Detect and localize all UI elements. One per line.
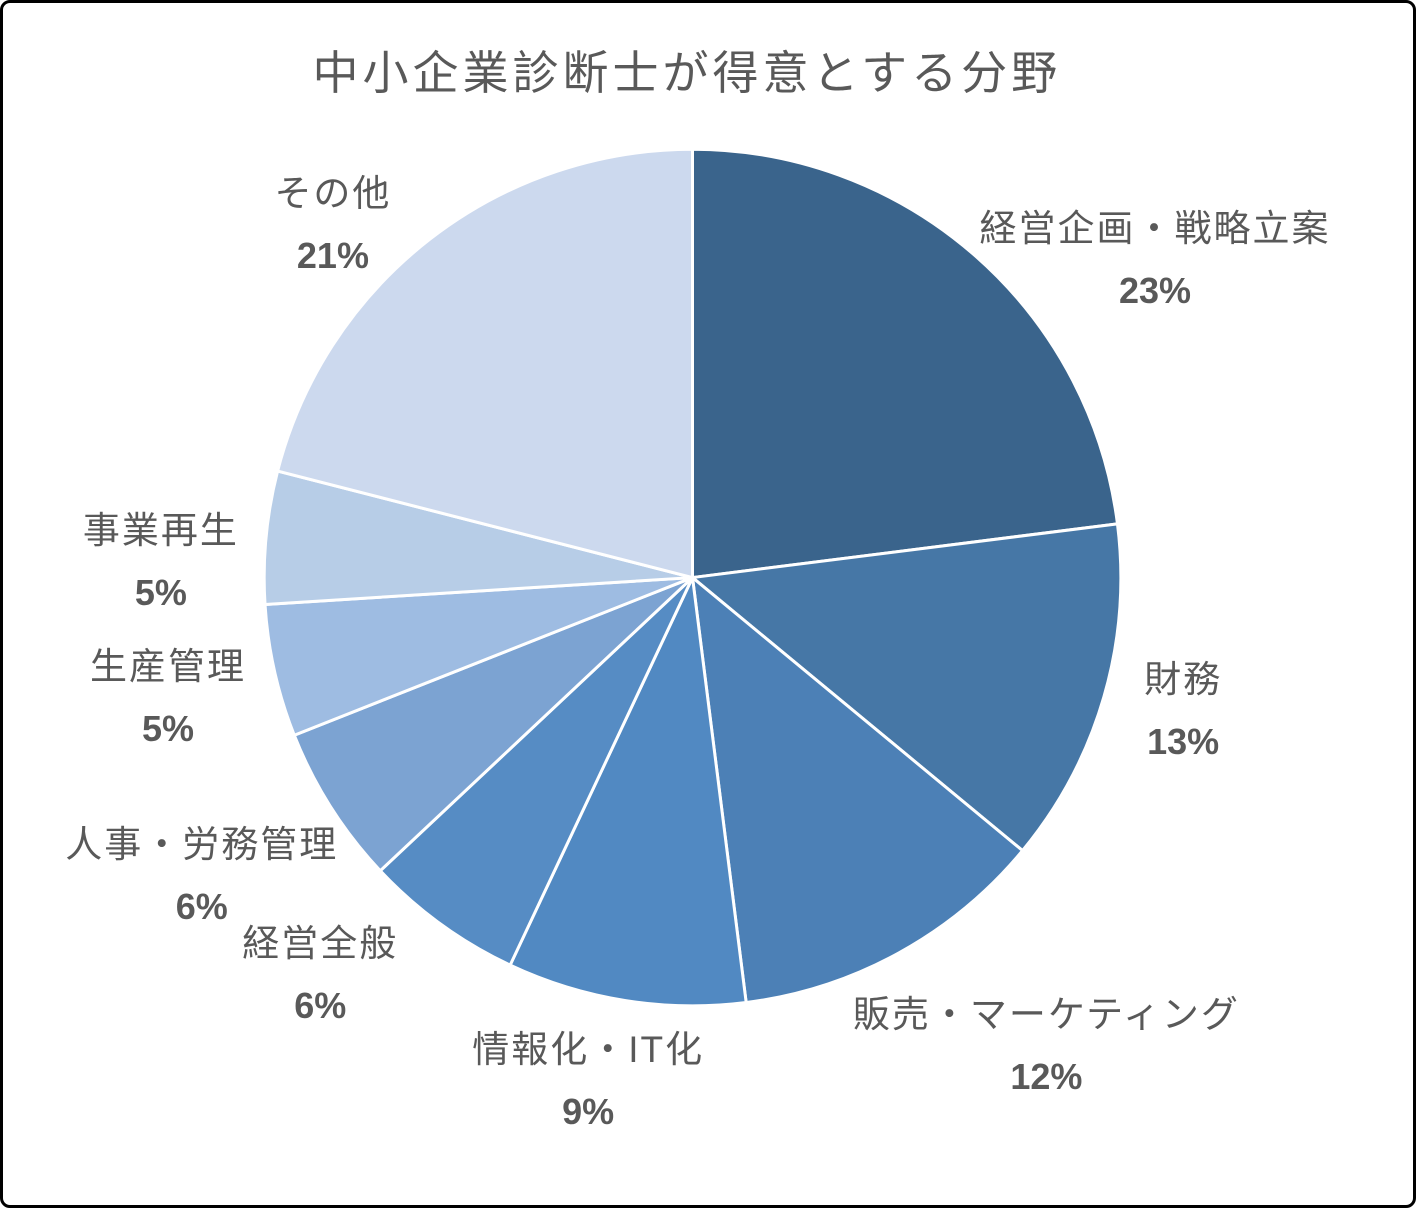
pie-chart bbox=[262, 147, 1123, 1008]
pie-slice-3 bbox=[508, 576, 748, 1008]
pie-slice-8 bbox=[276, 147, 694, 580]
pie-slice-1 bbox=[691, 522, 1123, 853]
pie-slice-4 bbox=[378, 576, 694, 967]
chart-title: 中小企業診断士が得意とする分野 bbox=[312, 47, 1062, 99]
pie-slice-2 bbox=[691, 576, 1025, 1004]
pie-slice-0 bbox=[691, 147, 1119, 580]
pie-slice-5 bbox=[292, 576, 694, 873]
